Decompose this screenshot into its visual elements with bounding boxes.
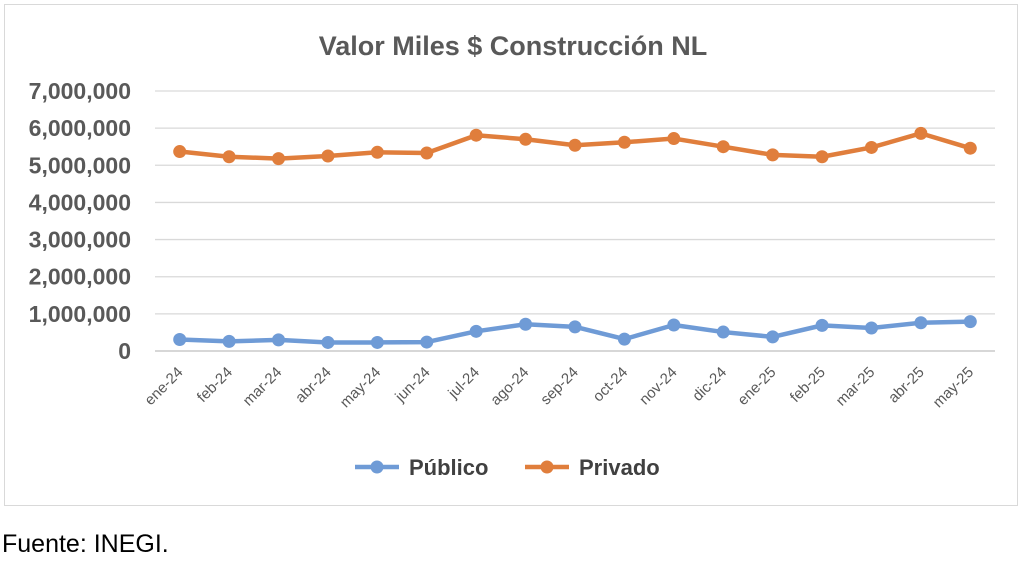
y-tick-label: 0 — [118, 338, 131, 364]
data-point — [963, 141, 977, 155]
x-tick-label: jun-24 — [391, 364, 433, 406]
chart-title: Valor Miles $ Construcción NL — [319, 31, 708, 61]
x-tick-label: ene-25 — [734, 364, 779, 409]
x-tick-label: sep-24 — [537, 364, 581, 408]
data-point — [321, 149, 335, 163]
data-point — [716, 325, 730, 339]
data-point — [815, 150, 829, 164]
data-point — [370, 145, 384, 159]
legend: Público Privado — [355, 455, 660, 480]
series-lines — [173, 126, 977, 349]
data-point — [716, 140, 730, 154]
y-axis-ticks: 0 1,000,000 2,000,000 3,000,000 4,000,000 5,0… — [29, 78, 131, 364]
data-point — [222, 150, 236, 164]
data-point — [914, 126, 928, 140]
legend-label: Privado — [579, 455, 660, 480]
data-point — [469, 324, 483, 338]
data-point — [568, 138, 582, 152]
y-tick-label: 7,000,000 — [29, 78, 131, 104]
x-tick-label: oct-24 — [590, 364, 632, 406]
x-tick-label: dic-24 — [689, 364, 730, 405]
data-point — [173, 332, 187, 346]
x-tick-label: ene-24 — [141, 364, 186, 409]
data-point — [420, 335, 434, 349]
data-point — [667, 318, 681, 332]
legend-marker — [370, 460, 384, 474]
data-point — [568, 320, 582, 334]
data-point — [173, 145, 187, 159]
x-tick-label: may-25 — [930, 364, 977, 411]
y-tick-label: 6,000,000 — [29, 115, 131, 141]
y-tick-label: 4,000,000 — [29, 189, 131, 215]
data-point — [321, 335, 335, 349]
data-point — [766, 330, 780, 344]
legend-label: Público — [409, 455, 488, 480]
chart-frame: Valor Miles $ Construcción NL 0 1,000,000… — [4, 4, 1018, 506]
y-tick-label: 5,000,000 — [29, 152, 131, 178]
y-tick-label: 2,000,000 — [29, 264, 131, 290]
x-tick-label: ago-24 — [487, 364, 532, 409]
data-point — [420, 146, 434, 160]
source-note: Fuente: INEGI. — [2, 530, 169, 558]
data-point — [864, 321, 878, 335]
x-tick-label: abr-24 — [292, 364, 335, 407]
x-tick-label: feb-24 — [194, 364, 236, 406]
data-point — [617, 332, 631, 346]
data-point — [667, 132, 681, 146]
gridlines — [155, 90, 995, 352]
data-point — [766, 148, 780, 162]
data-point — [815, 318, 829, 332]
line-chart: Valor Miles $ Construcción NL 0 1,000,000… — [29, 31, 995, 480]
x-tick-label: may-24 — [337, 364, 384, 411]
x-axis-ticks: ene-24 feb-24 mar-24 abr-24 may-24 jun-24 jul-… — [141, 364, 977, 411]
x-tick-label: feb-25 — [787, 364, 829, 406]
data-point — [370, 335, 384, 349]
data-point — [222, 334, 236, 348]
y-tick-label: 3,000,000 — [29, 227, 131, 253]
data-point — [963, 315, 977, 329]
data-point — [617, 135, 631, 149]
data-point — [519, 317, 533, 331]
data-point — [469, 128, 483, 142]
data-point — [272, 333, 286, 347]
x-tick-label: jul-24 — [444, 364, 483, 403]
data-point — [914, 316, 928, 330]
legend-marker — [540, 460, 554, 474]
x-tick-label: nov-24 — [636, 364, 680, 408]
x-tick-label: mar-25 — [833, 364, 879, 410]
data-point — [519, 132, 533, 146]
x-tick-label: abr-25 — [885, 364, 928, 407]
data-point — [864, 140, 878, 154]
data-point — [272, 152, 286, 166]
y-tick-label: 1,000,000 — [29, 301, 131, 327]
x-tick-label: mar-24 — [240, 364, 286, 410]
